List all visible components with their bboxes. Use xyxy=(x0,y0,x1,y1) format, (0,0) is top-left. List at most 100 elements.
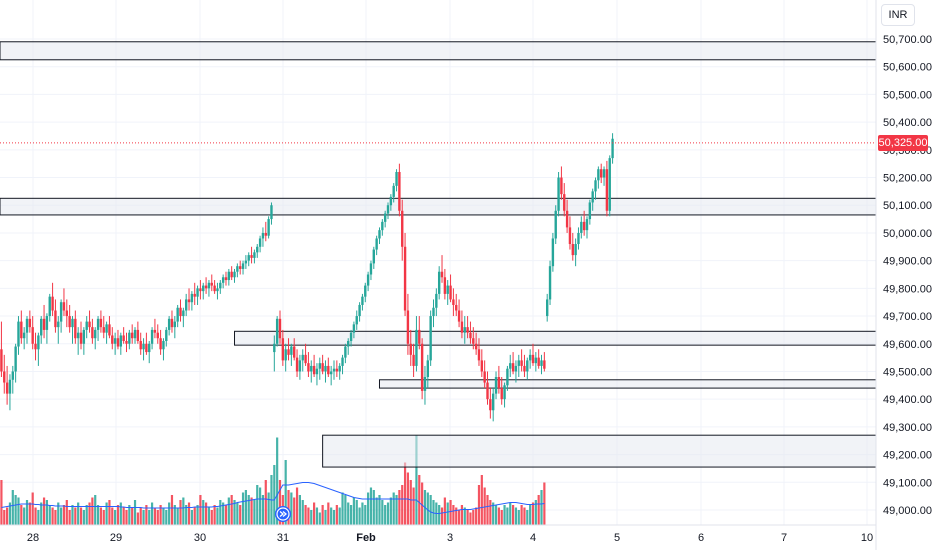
candle-body xyxy=(287,349,290,355)
candle-body xyxy=(278,318,282,339)
volume-bar xyxy=(347,502,350,525)
volume-ma-line xyxy=(1,482,545,514)
candle-body xyxy=(429,316,432,361)
price-tick-label: 50,000.00 xyxy=(883,228,932,240)
currency-label[interactable]: INR xyxy=(881,4,915,26)
candle-body xyxy=(233,271,236,278)
volume-bar xyxy=(139,507,142,525)
volume-bar xyxy=(443,497,446,525)
candle-body xyxy=(437,271,441,294)
candle-body xyxy=(568,227,572,245)
candle-body xyxy=(14,346,17,372)
volume-bar xyxy=(224,505,228,525)
volume-bar xyxy=(492,502,495,525)
volume-bar xyxy=(28,502,31,525)
price-axis[interactable]: 50,700.00 50,600.00 50,500.00 50,400.00 50,3… xyxy=(875,0,932,550)
volume-bar xyxy=(540,490,543,525)
candle-body xyxy=(148,343,151,353)
volume-bar xyxy=(480,475,483,525)
candle-body xyxy=(165,329,168,341)
price-tick-label: 50,500.00 xyxy=(883,89,932,101)
candle-body xyxy=(85,321,88,330)
candle-body xyxy=(491,393,495,411)
time-tick-label: 7 xyxy=(781,532,787,544)
candle-body xyxy=(71,318,74,328)
candle-body xyxy=(509,363,512,369)
candle-body xyxy=(204,285,208,289)
volume-bar xyxy=(469,512,472,525)
current-price-label: 50,325.00 xyxy=(878,134,928,151)
candle-body xyxy=(494,377,498,394)
volume-bar xyxy=(216,507,219,525)
candle-body xyxy=(372,249,376,264)
price-tick-label: 49,600.00 xyxy=(883,339,932,351)
candle-body xyxy=(57,321,60,328)
price-zone[interactable] xyxy=(0,41,877,61)
volume-bar xyxy=(247,495,250,525)
candle-body xyxy=(341,357,344,366)
volume-bar xyxy=(6,507,9,525)
candle-body xyxy=(37,335,40,350)
replay-icon[interactable] xyxy=(275,506,291,522)
volume-bar xyxy=(253,500,256,525)
candle-body xyxy=(349,332,353,341)
volume-bar xyxy=(207,507,211,525)
volume-bar xyxy=(520,505,523,525)
candle-body xyxy=(517,360,520,366)
candle-body xyxy=(534,357,538,364)
volume-bar xyxy=(511,505,515,525)
volume-bar xyxy=(287,490,290,525)
candle-body xyxy=(170,318,174,328)
candle-body xyxy=(281,338,285,361)
candle-body xyxy=(520,360,523,366)
volume-bar xyxy=(182,497,185,525)
time-axis[interactable]: 28 29 30 31 Feb 3 4 5 6 7 10 xyxy=(0,524,876,544)
candle-body xyxy=(8,379,12,394)
volume-bar xyxy=(418,475,421,525)
volume-bar xyxy=(85,505,88,525)
candle-body xyxy=(537,357,540,366)
candle-body xyxy=(401,210,404,247)
volume-bar xyxy=(40,502,43,525)
price-zone[interactable] xyxy=(322,434,877,468)
volume-bar xyxy=(37,510,40,525)
volume-bar xyxy=(494,505,498,525)
volume-bar xyxy=(79,507,83,525)
volume-bar xyxy=(14,495,17,525)
volume-bar xyxy=(136,512,139,525)
price-zone[interactable] xyxy=(0,197,877,216)
candle-body xyxy=(412,354,415,366)
volume-bar xyxy=(54,510,57,525)
candle-body xyxy=(460,321,464,333)
candle-body xyxy=(0,349,3,372)
candle-body xyxy=(184,299,188,311)
candle-body xyxy=(506,368,509,386)
volume-bar xyxy=(68,510,71,525)
candle-body xyxy=(258,238,262,247)
volume-bar xyxy=(99,507,103,525)
candle-body xyxy=(364,285,367,297)
time-tick-label: 30 xyxy=(194,532,206,544)
candle-body xyxy=(472,338,475,344)
candle-body xyxy=(108,324,111,336)
candle-body xyxy=(531,354,535,364)
volume-bar xyxy=(489,500,492,525)
candle-body xyxy=(48,296,51,317)
candle-body xyxy=(335,368,339,372)
candle-body xyxy=(600,169,603,178)
candle-body xyxy=(528,354,532,361)
candle-body xyxy=(264,232,267,236)
candle-body xyxy=(474,343,478,350)
volume-bar xyxy=(236,502,239,525)
candle-body xyxy=(219,282,222,289)
volume-bar xyxy=(386,502,390,525)
volume-bar xyxy=(355,500,358,525)
candle-body xyxy=(159,338,162,350)
price-tick-label: 49,200.00 xyxy=(883,450,932,462)
price-zone[interactable] xyxy=(378,379,877,389)
volume-bar xyxy=(278,480,282,525)
candle-body xyxy=(338,365,341,372)
price-zone[interactable] xyxy=(234,330,877,346)
candle-body xyxy=(247,255,250,261)
